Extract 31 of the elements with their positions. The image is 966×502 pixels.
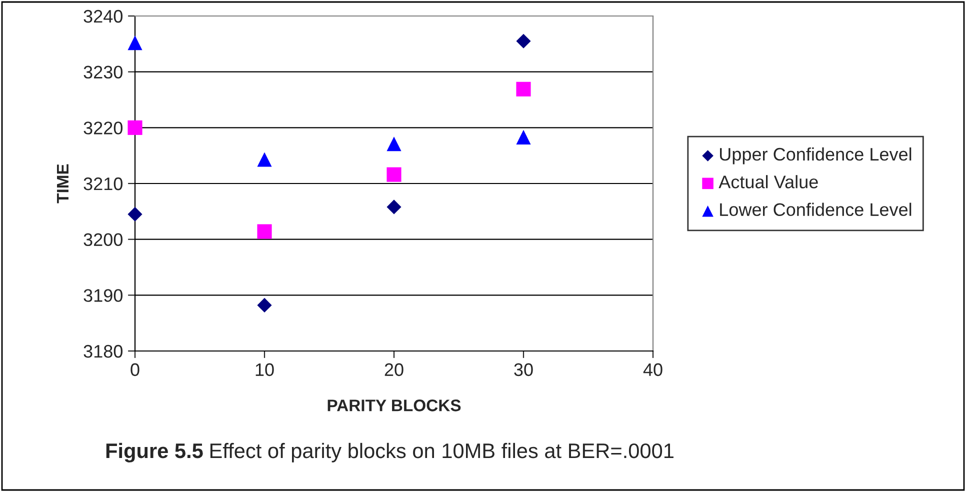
x-tick-label: 30 (514, 363, 533, 376)
legend-label: Upper Confidence Level (720, 147, 912, 164)
y-axis-title: TIME (56, 164, 68, 204)
point (257, 298, 272, 312)
y-tick-label: 3230 (84, 66, 122, 79)
point (128, 120, 142, 135)
x-axis-title: PARITY BLOCKS (328, 400, 461, 412)
caption: Figure 5.5 (106, 442, 203, 462)
legend-label: Lower Confidence Level (720, 202, 912, 216)
point (516, 82, 531, 96)
y-tick-label: 3180 (84, 344, 122, 358)
point (386, 167, 402, 182)
point (128, 206, 142, 222)
point (128, 36, 142, 50)
y-tick-label: 3210 (84, 177, 122, 190)
y-tick-label: 3190 (84, 289, 122, 302)
y-tick-label: 3220 (84, 122, 122, 134)
point (386, 136, 402, 152)
point (257, 152, 272, 167)
point (386, 200, 402, 214)
text: Effect of parity blocks on 10MB files at BER=.0001 (210, 442, 674, 462)
x-tick-label: 0 (130, 363, 140, 376)
point (516, 130, 531, 144)
point (257, 224, 272, 239)
y-tick-label: 3240 (84, 10, 122, 23)
x-tick-label: 10 (256, 363, 274, 376)
y-tick-label: 3200 (84, 233, 122, 246)
point (516, 34, 531, 48)
legend-label: Actual Value (718, 175, 818, 188)
x-tick-label: 40 (643, 363, 662, 376)
x-tick-label: 20 (384, 363, 404, 376)
